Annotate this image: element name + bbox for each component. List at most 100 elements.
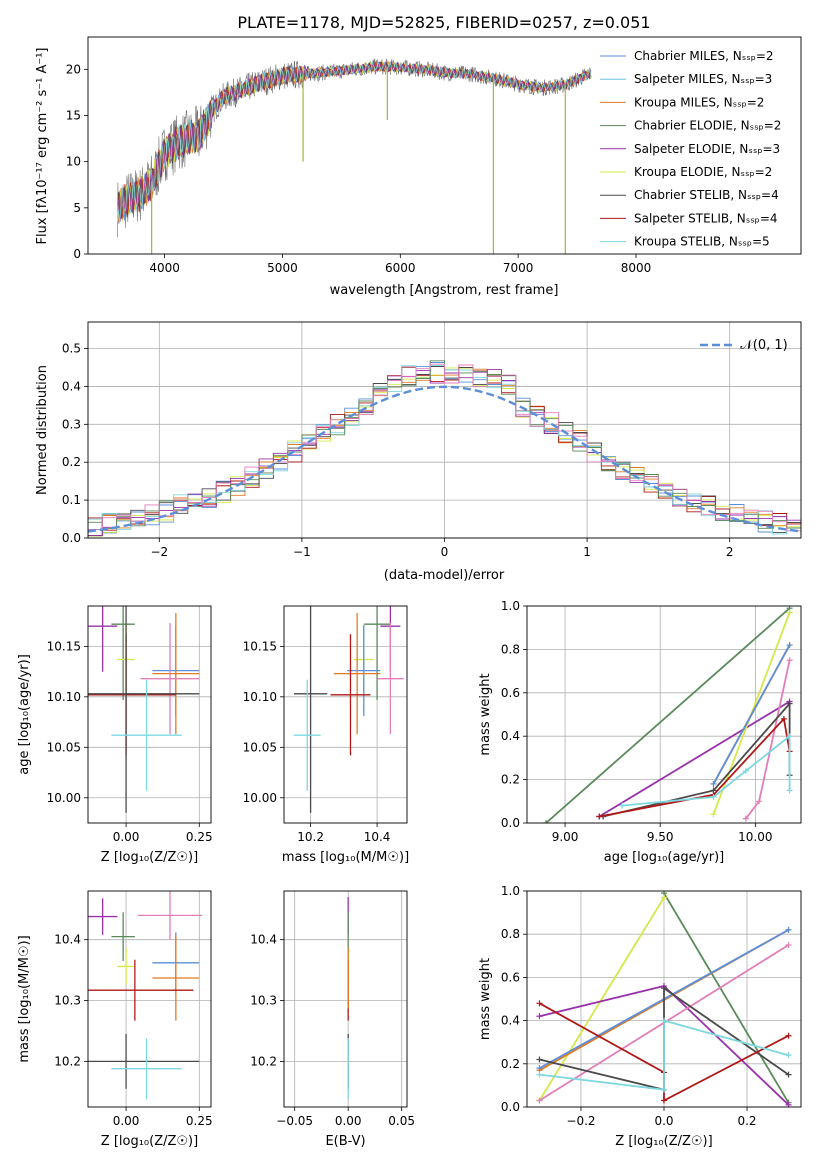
mass_vs_Z-frame <box>87 890 212 1108</box>
y-tick-label: 0.6 <box>501 686 520 700</box>
series-marker <box>742 767 749 774</box>
y-tick-label: 0.4 <box>62 379 81 393</box>
series-marker <box>661 894 667 901</box>
series-marker <box>596 813 603 820</box>
legend-label: Salpeter MILES, Nₛₛₚ=3 <box>634 72 772 86</box>
series-marker <box>536 1065 543 1072</box>
x-tick-label: 10.4 <box>364 830 391 844</box>
weight_vs_age-ylabel: mass weight <box>478 673 493 755</box>
x-tick-label: −0.2 <box>566 1114 595 1128</box>
y-tick-label: 20 <box>66 62 81 76</box>
x-tick-label: −0.05 <box>276 1114 313 1128</box>
weight_vs_age-frame <box>526 605 802 824</box>
spectrum-title: PLATE=1178, MJD=52825, FIBERID=0257, z=0… <box>237 13 650 32</box>
series-marker <box>786 609 793 616</box>
legend-label: Kroupa MILES, Nₛₛₚ=2 <box>634 95 764 109</box>
y-tick-label: 10.15 <box>243 639 277 653</box>
legend-label: Kroupa STELIB, Nₛₛₚ=5 <box>634 235 770 249</box>
y-tick-label: 10.3 <box>54 994 81 1008</box>
hist-step-line <box>88 363 801 537</box>
legend-label: Chabrier MILES, Nₛₛₚ=2 <box>634 49 774 63</box>
series-marker <box>619 802 626 809</box>
x-tick-label: 0.25 <box>186 1114 213 1128</box>
x-tick-label: 4000 <box>149 261 180 275</box>
y-tick-label: 1.0 <box>501 599 520 613</box>
y-tick-label: 10.00 <box>243 791 277 805</box>
spectrum-lines <box>117 58 592 254</box>
series-marker <box>710 780 717 787</box>
series-line <box>622 734 791 807</box>
y-tick-label: 0.8 <box>501 927 520 941</box>
series-marker <box>785 1032 792 1039</box>
series-marker <box>536 1071 543 1078</box>
x-tick-label: 0.00 <box>335 1114 362 1128</box>
series-marker <box>710 811 717 818</box>
age_vs_Z-xlabel: Z [log₁₀(Z/Z☉)] <box>101 850 198 865</box>
series-marker <box>661 1086 667 1093</box>
x-tick-label: 0.2 <box>737 1114 756 1128</box>
mass_vs_Z-points <box>88 891 203 1100</box>
spectrum-axes: 4000 5000 6000 7000 8000 0 5 10 15 20 <box>66 62 652 275</box>
spectrum-ylabel: Flux [fλ10⁻¹⁷ erg cm⁻² s⁻¹ A⁻¹] <box>35 48 50 245</box>
age_vs_Z-axes: 0.00 0.25 10.00 10.05 10.10 10.15 <box>47 606 213 844</box>
series-line <box>545 607 791 823</box>
gauss-legend-label: 𝒩(0, 1) <box>740 338 787 353</box>
y-tick-label: 0.1 <box>62 493 81 507</box>
y-tick-label: 10.10 <box>47 690 81 704</box>
age_vs_Z-ylabel: age [log₁₀(age/yr)] <box>17 654 32 775</box>
spectrum-fit-line <box>117 61 592 223</box>
y-tick-label: 0.2 <box>501 1057 520 1071</box>
series-marker <box>786 657 793 664</box>
weight_vs_Z-lines <box>536 891 792 1107</box>
legend-label: Salpeter ELODIE, Nₛₛₚ=3 <box>634 142 780 156</box>
spectrum-frame <box>87 36 802 255</box>
residuals-ylabel: Normed distribution <box>35 365 50 495</box>
y-tick-label: 15 <box>66 108 81 122</box>
series-marker <box>536 1013 543 1020</box>
x-tick-label: 0.25 <box>186 830 213 844</box>
weight_vs_Z-frame <box>526 890 802 1108</box>
series-line <box>663 892 790 1104</box>
y-tick-label: 0.5 <box>62 342 81 356</box>
series-marker <box>543 820 550 823</box>
weight_vs_Z-ylabel: mass weight <box>478 958 493 1040</box>
y-tick-label: 10.3 <box>250 994 277 1008</box>
y-tick-label: 10.15 <box>47 639 81 653</box>
age_vs_mass-axes: 10.2 10.4 10.00 10.05 10.10 10.15 <box>243 606 407 844</box>
legend-label: Chabrier STELIB, Nₛₛₚ=4 <box>634 188 779 202</box>
x-tick-label: 1 <box>583 545 591 559</box>
x-tick-label: 2 <box>726 545 734 559</box>
x-tick-label: 9.50 <box>647 830 674 844</box>
series-marker <box>785 1071 792 1078</box>
y-tick-label: 10.2 <box>54 1054 81 1068</box>
y-tick-label: 10.00 <box>47 791 81 805</box>
spectrum-xlabel: wavelength [Angstrom, rest frame] <box>330 283 559 298</box>
series-marker <box>786 642 793 649</box>
mass_vs_Z-xlabel: Z [log₁₀(Z/Z☉)] <box>101 1134 198 1149</box>
y-tick-label: 1.0 <box>501 884 520 898</box>
series-marker <box>786 700 793 707</box>
y-tick-label: 0.2 <box>62 455 81 469</box>
series-marker <box>785 1052 792 1059</box>
gauss-curve <box>88 385 801 533</box>
legend-label: Chabrier ELODIE, Nₛₛₚ=2 <box>634 119 781 133</box>
y-tick-label: 10.05 <box>47 740 81 754</box>
series-marker <box>785 942 792 948</box>
series-marker <box>661 1097 667 1104</box>
age_vs_mass-frame <box>283 605 408 824</box>
x-tick-label: 10.2 <box>297 830 324 844</box>
series-marker <box>785 926 792 933</box>
series-marker <box>710 793 717 800</box>
y-tick-label: 0.4 <box>501 729 520 743</box>
series-marker <box>780 715 787 722</box>
y-tick-label: 10.4 <box>250 933 277 947</box>
age_vs_Z-points <box>88 606 200 813</box>
x-tick-label: 7000 <box>503 261 534 275</box>
series-line <box>712 644 791 785</box>
x-tick-label: 0.00 <box>113 1114 140 1128</box>
x-tick-label: 0.0 <box>654 1114 673 1128</box>
y-tick-label: 0.8 <box>501 642 520 656</box>
x-tick-label: 8000 <box>621 261 652 275</box>
age_vs_Z-frame <box>87 605 212 824</box>
